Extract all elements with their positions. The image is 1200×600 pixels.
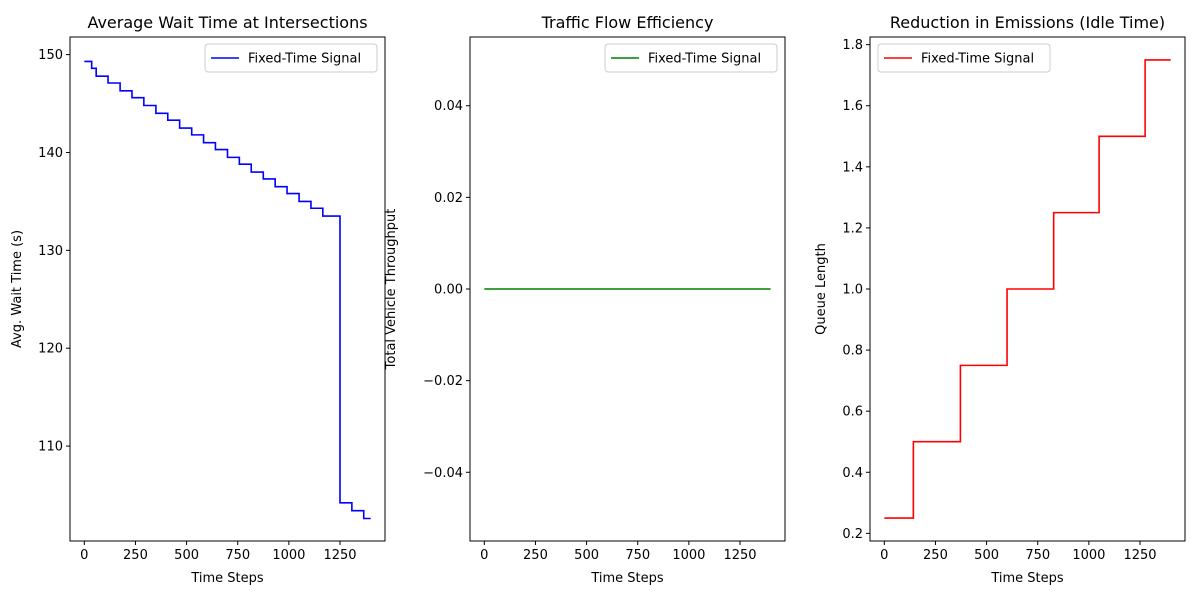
chart-title: Average Wait Time at Intersections	[87, 13, 367, 32]
x-axis-label: Time Steps	[190, 571, 264, 586]
x-tick-label: 250	[523, 548, 548, 563]
legend-label: Fixed-Time Signal	[248, 52, 361, 67]
y-tick-label: 0.00	[434, 283, 463, 298]
y-tick-label: 130	[38, 244, 63, 259]
x-tick-label: 1250	[723, 548, 756, 563]
y-tick-label: 0.4	[842, 466, 863, 481]
x-tick-label: 250	[123, 548, 148, 563]
legend-box	[877, 43, 1051, 73]
x-tick-label: 500	[174, 548, 199, 563]
y-tick-label: 120	[38, 342, 63, 357]
x-tick-label: 0	[80, 548, 88, 563]
x-axis-label: Time Steps	[590, 571, 664, 586]
legend-box	[204, 43, 378, 73]
legend: Fixed-Time Signal	[877, 43, 1051, 73]
y-tick-label: 1.4	[842, 160, 863, 175]
x-tick-label: 500	[974, 548, 999, 563]
x-tick-label: 750	[1025, 548, 1050, 563]
legend-label: Fixed-Time Signal	[648, 52, 761, 67]
x-tick-label: 1250	[323, 548, 356, 563]
y-tick-label: 150	[38, 48, 63, 63]
y-tick-label: 1.0	[842, 283, 863, 298]
y-axis-label: Queue Length	[814, 243, 829, 335]
y-axis-label: Avg. Wait Time (s)	[10, 230, 25, 348]
x-axis-label: Time Steps	[990, 571, 1064, 586]
series-line	[84, 60, 371, 520]
x-tick-label: 500	[574, 548, 599, 563]
y-tick-label: −0.02	[423, 374, 463, 389]
legend: Fixed-Time Signal	[204, 43, 378, 73]
series-line	[884, 59, 1171, 519]
plot-frame	[69, 36, 386, 542]
chart-panel-3: Reduction in Emissions (Idle Time) 0 250 50…	[814, 13, 1186, 586]
y-tick-label: 0.6	[842, 405, 863, 420]
y-tick-label: 0.2	[842, 527, 863, 542]
y-tick-label: 1.2	[842, 221, 863, 236]
y-tick-label: 140	[38, 146, 63, 161]
y-tick-label: 0.02	[434, 191, 463, 206]
y-tick-label: 110	[38, 440, 63, 455]
plot-frame	[469, 36, 786, 542]
x-tick-label: 750	[625, 548, 650, 563]
x-tick-label: 1000	[272, 548, 305, 563]
y-tick-label: 0.04	[434, 99, 463, 114]
y-axis-label: Total Vehicle Throughput	[384, 209, 399, 371]
y-tick-label: 1.8	[842, 38, 863, 53]
plot-frame	[869, 36, 1186, 542]
x-tick-label: 0	[480, 548, 488, 563]
chart-title: Reduction in Emissions (Idle Time)	[890, 13, 1165, 32]
legend: Fixed-Time Signal	[604, 43, 778, 73]
y-tick-label: −0.04	[423, 466, 463, 481]
chart-panel-1: Average Wait Time at Intersections 0 250 50…	[10, 13, 386, 586]
x-tick-label: 1000	[1072, 548, 1105, 563]
chart-title: Traffic Flow Efficiency	[541, 13, 714, 32]
x-tick-label: 1250	[1123, 548, 1156, 563]
x-tick-label: 750	[225, 548, 250, 563]
x-tick-label: 1000	[672, 548, 705, 563]
x-tick-label: 250	[923, 548, 948, 563]
legend-box	[604, 43, 778, 73]
legend-label: Fixed-Time Signal	[921, 52, 1034, 67]
y-tick-label: 0.8	[842, 344, 863, 359]
y-tick-label: 1.6	[842, 99, 863, 114]
x-tick-label: 0	[880, 548, 888, 563]
chart-panel-2: Traffic Flow Efficiency 0 250 500 750 1000 125…	[384, 13, 786, 586]
